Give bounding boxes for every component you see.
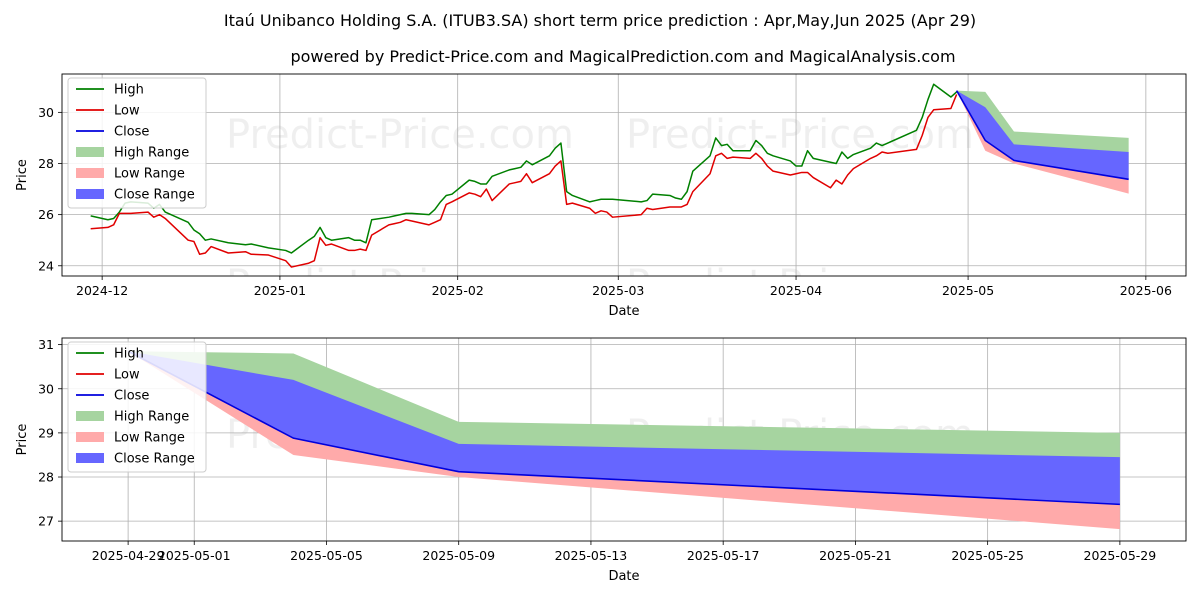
top-ytick-label: 24: [38, 258, 54, 273]
top-data-layer: [90, 83, 1129, 268]
top-panel: Predict-Price.com Predict-Price.comPredic…: [15, 73, 1187, 319]
top-xtick-label: 2025-06: [1120, 283, 1172, 298]
bottom-legend-label-low: Low: [114, 368, 140, 383]
bottom-ytick-label: 28: [38, 470, 54, 485]
bottom-xtick-label: 2025-05-05: [290, 548, 363, 563]
bottom-xtick-label: 2025-05-01: [158, 548, 231, 563]
bottom-legend-label-low-range: Low Range: [114, 431, 185, 446]
bottom-ytick-label: 29: [38, 425, 54, 440]
top-legend-label-close: Close: [114, 125, 149, 140]
top-high-line: [90, 83, 958, 254]
top-legend-label-close-range: Close Range: [114, 188, 195, 203]
bottom-xtick-label: 2025-05-17: [687, 548, 760, 563]
top-xtick-label: 2025-02: [432, 283, 484, 298]
bottom-x-axis-label: Date: [608, 569, 639, 584]
bottom-legend-swatch-close-range: [76, 453, 104, 463]
top-xtick-label: 2025-05: [942, 283, 994, 298]
bottom-legend-label-close-range: Close Range: [114, 452, 195, 467]
top-low-range-band: [956, 90, 1129, 194]
bottom-xtick-label: 2025-05-09: [422, 548, 495, 563]
bottom-panel: Predict-Price.comPredict-Price.comPredic…: [15, 337, 1187, 584]
bottom-xtick-label: 2025-05-21: [819, 548, 892, 563]
bottom-xtick-label: 2025-05-13: [555, 548, 628, 563]
bottom-y-axis-label: Price: [15, 424, 30, 456]
top-ytick-label: 30: [38, 105, 54, 120]
bottom-close-line: [127, 350, 1120, 506]
bottom-ytick-label: 30: [38, 381, 54, 396]
top-xtick-label: 2024-12: [76, 283, 128, 298]
top-legend-swatch-low-range: [76, 168, 104, 178]
top-ytick-label: 26: [38, 207, 54, 222]
top-watermark-1: Predict-Price.com: [626, 112, 974, 158]
top-close-range-band: [956, 90, 1129, 180]
bottom-low-range-band: [128, 351, 1120, 530]
bottom-xtick-label: 2025-04-29: [92, 548, 165, 563]
bottom-legend-swatch-high-range: [76, 411, 104, 421]
bottom-close-range-band: [128, 351, 1120, 505]
bottom-plot-frame: [61, 337, 1187, 542]
top-close-line: [955, 90, 1129, 181]
bottom-legend-label-high-range: High Range: [114, 410, 189, 425]
top-legend-label-low: Low: [114, 104, 140, 119]
chart-title: Itaú Unibanco Holding S.A. (ITUB3.SA) sh…: [224, 11, 976, 30]
top-xtick-label: 2025-01: [254, 283, 306, 298]
top-x-axis-label: Date: [608, 304, 639, 319]
top-watermark-group: Predict-Price.com Predict-Price.comPredic…: [226, 112, 974, 276]
bottom-legend-swatch-low-range: [76, 432, 104, 442]
top-y-axis-label: Price: [15, 159, 30, 191]
top-plot-frame: [61, 73, 1187, 277]
top-ytick-label: 28: [38, 156, 54, 171]
bottom-legend-label-high: High: [114, 347, 144, 362]
top-xtick-label: 2025-03: [592, 283, 644, 298]
bottom-xtick-label: 2025-05-29: [1084, 548, 1157, 563]
bottom-data-layer: [127, 350, 1120, 530]
chart-subtitle: powered by Predict-Price.com and Magical…: [290, 47, 955, 66]
bottom-legend-label-close: Close: [114, 389, 149, 404]
top-legend-label-low-range: Low Range: [114, 167, 185, 182]
bottom-ytick-label: 27: [38, 514, 54, 529]
top-legend-label-high-range: High Range: [114, 146, 189, 161]
top-legend-swatch-close-range: [76, 189, 104, 199]
top-watermark-0: Predict-Price.com: [226, 112, 574, 158]
top-legend-label-high: High: [114, 83, 144, 98]
bottom-ytick-label: 31: [38, 337, 54, 352]
top-low-line: [90, 94, 958, 268]
top-legend-swatch-high-range: [76, 147, 104, 157]
top-xtick-label: 2025-04: [770, 283, 822, 298]
bottom-xtick-label: 2025-05-25: [951, 548, 1024, 563]
